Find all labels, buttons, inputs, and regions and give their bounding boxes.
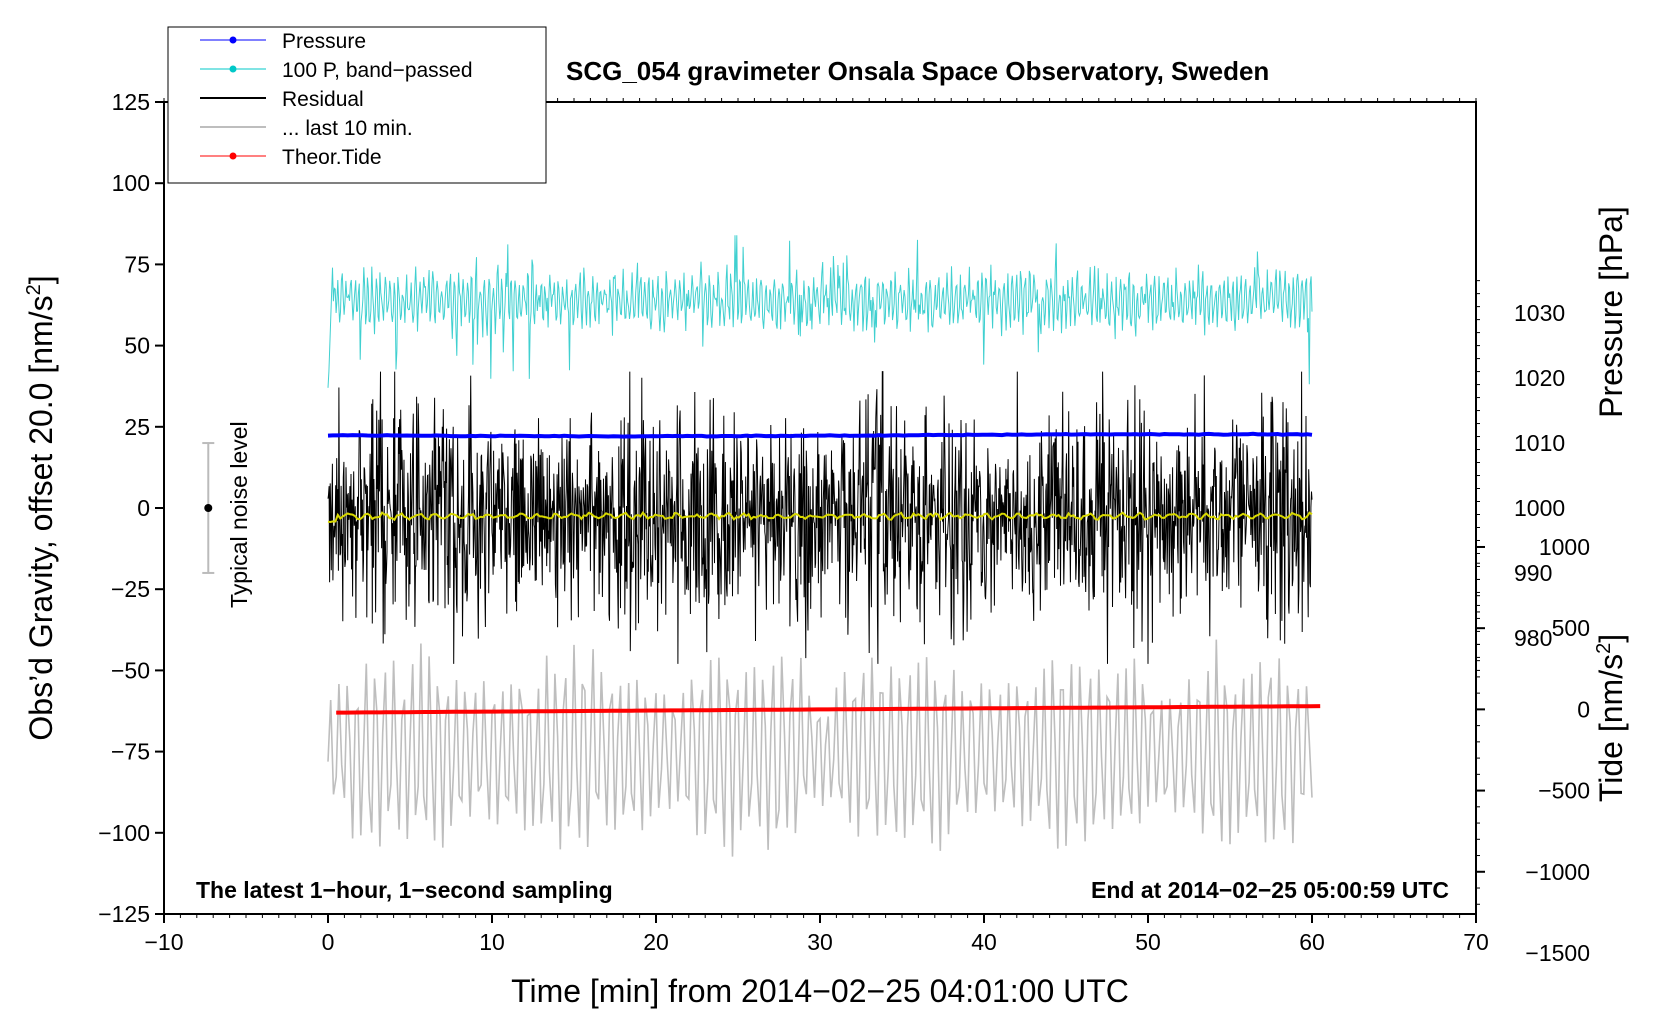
left-tick-label: 75 — [124, 251, 150, 277]
series-theoretical-tide — [336, 704, 1321, 715]
left-tick-label: 25 — [124, 414, 150, 440]
pressure-tick-label: 980 — [1514, 625, 1552, 651]
pressure-tick-label: 1020 — [1514, 365, 1565, 391]
legend-label: ... last 10 min. — [282, 117, 413, 140]
left-tick-label: 50 — [124, 333, 150, 359]
series-layer — [327, 235, 1321, 857]
tide-axis-label: Tide [nm/s2] — [1593, 634, 1629, 802]
pressure-axis-label: Pressure [hPa] — [1593, 206, 1629, 418]
noise-level-bar — [202, 442, 215, 574]
noise-bar-dot — [204, 504, 213, 512]
series-last-10-min — [327, 639, 1313, 857]
legend-marker — [229, 65, 237, 73]
tide-tick-label: −1000 — [1525, 859, 1590, 885]
series-band-passed-pressure — [327, 235, 1313, 388]
left-tick-label: −75 — [111, 739, 150, 765]
legend-label: Theor.Tide — [282, 146, 382, 169]
pressure-tick-label: 1010 — [1514, 430, 1565, 456]
tide-axis-ticks: −1500 −1000 −500 0 500 1000 — [1476, 534, 1590, 966]
left-axis-label: Obs’d Gravity, offset 20.0 [nm/s2] — [23, 275, 59, 740]
x-tick-label: 40 — [971, 929, 997, 955]
annotation-right: End at 2014−02−25 05:00:59 UTC — [1091, 877, 1449, 903]
tide-tick-label: −1500 — [1525, 940, 1590, 966]
x-axis-ticks: −10 0 10 20 30 40 50 60 70 — [144, 98, 1489, 955]
noise-level-label: Typical noise level — [226, 421, 252, 608]
series-residual — [327, 371, 1313, 664]
left-tick-label: −100 — [98, 820, 150, 846]
legend-label: 100 P, band−passed — [282, 59, 473, 82]
tide-tick-label: 1000 — [1539, 534, 1590, 560]
left-tick-label: 0 — [137, 495, 150, 521]
pressure-tick-label: 990 — [1514, 560, 1552, 586]
left-axis-ticks: −125 −100 −75 −50 −25 0 25 50 75 100 125 — [98, 89, 164, 927]
x-tick-label: 20 — [643, 929, 669, 955]
series-pressure — [327, 431, 1313, 439]
left-tick-label: −125 — [98, 901, 150, 927]
pressure-axis-ticks: 980 990 1000 1010 1020 1030 — [1476, 280, 1565, 671]
legend-marker — [229, 152, 237, 160]
x-tick-label: 70 — [1463, 929, 1489, 955]
x-tick-label: 10 — [479, 929, 505, 955]
series-residual-smoothed — [327, 511, 1313, 524]
tide-tick-label: −500 — [1538, 778, 1590, 804]
x-tick-label: 60 — [1299, 929, 1325, 955]
left-tick-label: −50 — [111, 657, 150, 683]
tide-tick-label: 500 — [1552, 615, 1590, 641]
x-tick-label: 0 — [322, 929, 335, 955]
pressure-tick-label: 1000 — [1514, 495, 1565, 521]
left-tick-label: 125 — [112, 89, 150, 115]
chart-title: SCG_054 gravimeter Onsala Space Observat… — [566, 56, 1269, 86]
left-tick-label: 100 — [112, 170, 150, 196]
x-tick-label: 50 — [1135, 929, 1161, 955]
pressure-tick-label: 1030 — [1514, 300, 1565, 326]
left-tick-label: −25 — [111, 576, 150, 602]
legend-label: Pressure — [282, 30, 366, 53]
x-axis-label: Time [min] from 2014−02−25 04:01:00 UTC — [511, 973, 1129, 1009]
legend-marker — [229, 36, 237, 44]
annotation-left: The latest 1−hour, 1−second sampling — [196, 877, 613, 903]
x-tick-label: −10 — [144, 929, 183, 955]
legend: Pressure 100 P, band−passed Residual ... la… — [167, 26, 547, 184]
legend-label: Residual — [282, 88, 364, 111]
x-tick-label: 30 — [807, 929, 833, 955]
tide-tick-label: 0 — [1577, 696, 1590, 722]
